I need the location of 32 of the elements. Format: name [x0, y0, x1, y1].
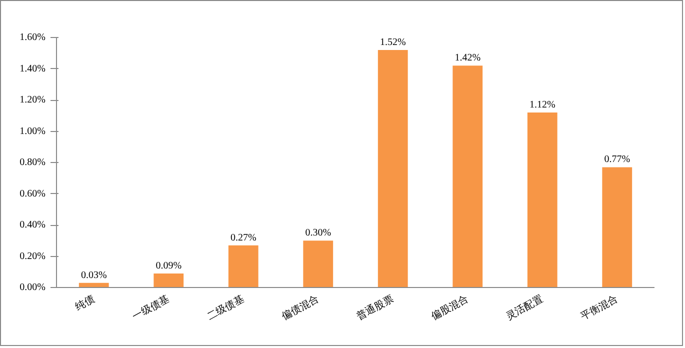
data-label: 0.27%: [230, 232, 256, 244]
bar: [527, 112, 558, 288]
data-label: 1.12%: [529, 100, 556, 110]
y-tick-label: 1.40%: [20, 63, 46, 74]
y-tick-label: 1.00%: [20, 126, 46, 137]
data-label: 0.09%: [156, 260, 182, 272]
bar: [452, 66, 483, 288]
y-tick-label: 0.00%: [20, 282, 46, 293]
data-label: 1.42%: [454, 52, 481, 64]
x-tick-label: 纯债: [73, 292, 97, 313]
x-tick-label: 二级债基: [205, 292, 246, 323]
y-tick-label: 0.60%: [20, 188, 46, 200]
x-tick-label: 灵活配置: [504, 292, 546, 323]
bar: [228, 245, 258, 288]
bar: [303, 240, 334, 288]
y-tick-label: 1.20%: [20, 94, 46, 106]
x-tick-label: 一级债基: [130, 292, 172, 323]
x-tick-label: 偏股混合: [429, 292, 470, 323]
y-tick-label: 0.40%: [20, 220, 46, 230]
y-tick-label: 1.60%: [20, 32, 46, 43]
bar: [378, 50, 408, 288]
x-tick-label: 偏债混合: [280, 292, 321, 323]
data-label: 0.77%: [604, 154, 630, 166]
data-label: 1.52%: [380, 37, 406, 48]
y-tick-label: 0.80%: [20, 157, 46, 168]
data-label: 0.03%: [80, 270, 107, 281]
x-tick-label: 普通股票: [354, 292, 396, 323]
x-tick-label: 平衡混合: [578, 292, 620, 323]
y-tick-label: 0.20%: [20, 250, 46, 262]
bar: [602, 167, 632, 288]
data-label: 0.30%: [305, 228, 332, 239]
bar: [154, 273, 184, 288]
